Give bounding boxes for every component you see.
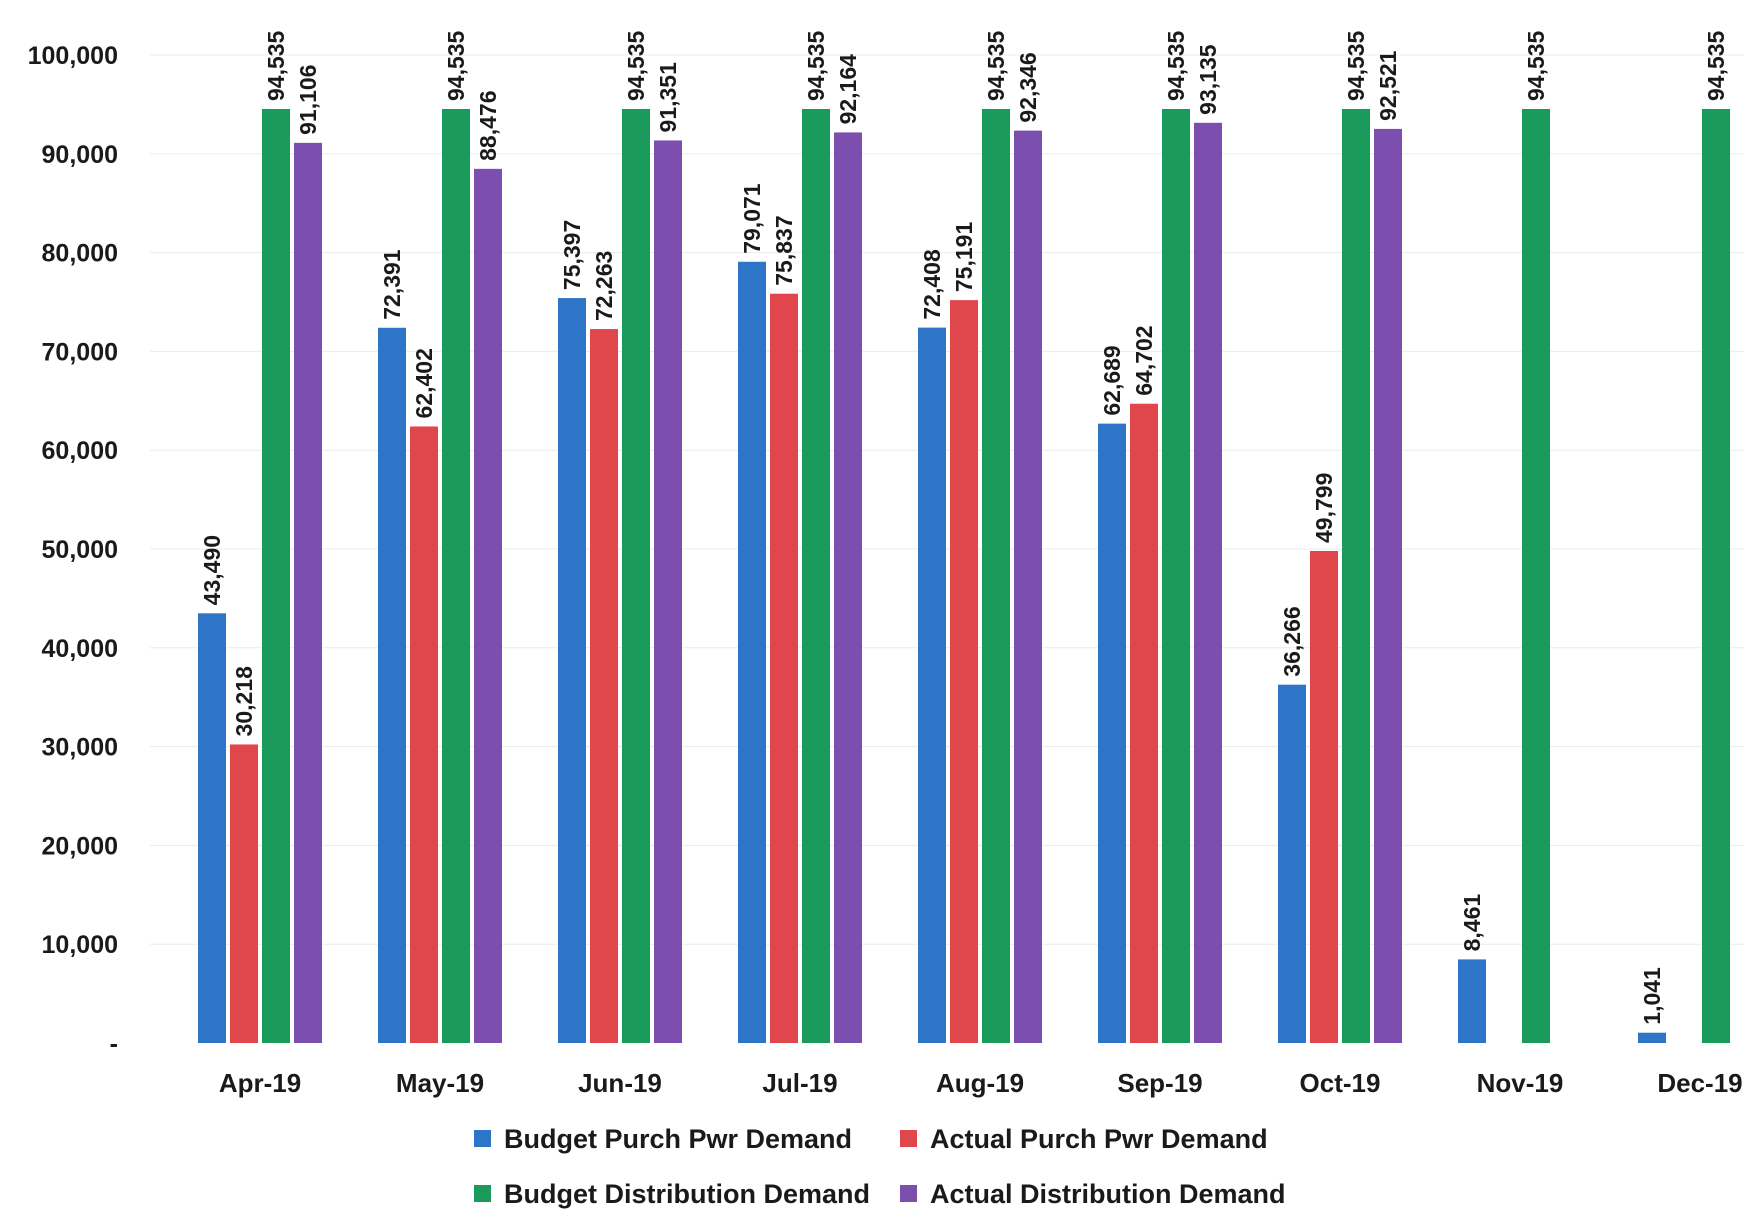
data-label: 1,041 — [1639, 967, 1665, 1025]
data-label: 94,535 — [443, 30, 469, 101]
data-label: 92,521 — [1375, 50, 1401, 121]
bar-actual-distribution-demand-jun-19 — [654, 140, 682, 1043]
data-label: 94,535 — [1523, 30, 1549, 101]
bar-budget-purch-pwr-demand-may-19 — [378, 327, 406, 1043]
data-label: 91,351 — [655, 62, 681, 133]
data-label: 94,535 — [1163, 30, 1189, 101]
bar-actual-purch-pwr-demand-sep-19 — [1130, 403, 1158, 1043]
data-label: 94,535 — [803, 30, 829, 101]
legend-swatch — [474, 1185, 491, 1202]
bar-actual-purch-pwr-demand-apr-19 — [230, 744, 258, 1043]
data-label: 8,461 — [1459, 894, 1485, 952]
legend-label: Budget Distribution Demand — [504, 1179, 870, 1209]
legend-label: Actual Distribution Demand — [930, 1179, 1286, 1209]
bar-actual-distribution-demand-oct-19 — [1374, 128, 1402, 1043]
data-label: 72,408 — [919, 249, 945, 320]
y-tick-label: 70,000 — [42, 338, 118, 366]
x-tick-label: Apr-19 — [219, 1068, 301, 1098]
bar-budget-distribution-demand-nov-19 — [1522, 108, 1550, 1043]
data-label: 91,106 — [295, 65, 321, 135]
legend-swatch — [474, 1130, 491, 1147]
bar-budget-distribution-demand-dec-19 — [1702, 108, 1730, 1043]
bar-budget-purch-pwr-demand-jul-19 — [738, 261, 766, 1043]
bar-actual-distribution-demand-may-19 — [474, 168, 502, 1043]
x-tick-label: Sep-19 — [1117, 1068, 1202, 1098]
y-tick-label: - — [110, 1030, 118, 1058]
y-tick-label: 40,000 — [42, 635, 118, 663]
bar-actual-distribution-demand-apr-19 — [294, 142, 322, 1043]
y-tick-label: 60,000 — [42, 437, 118, 465]
bar-budget-purch-pwr-demand-apr-19 — [198, 613, 226, 1043]
bar-actual-purch-pwr-demand-oct-19 — [1310, 550, 1338, 1043]
bar-actual-distribution-demand-aug-19 — [1014, 130, 1042, 1043]
data-label: 72,391 — [379, 249, 405, 320]
legend-swatch — [900, 1130, 917, 1147]
x-tick-label: Jul-19 — [762, 1068, 837, 1098]
y-tick-label: 50,000 — [42, 536, 118, 564]
x-tick-label: May-19 — [396, 1068, 484, 1098]
y-tick-label: 30,000 — [42, 734, 118, 762]
x-tick-label: Nov-19 — [1477, 1068, 1564, 1098]
data-label: 94,535 — [623, 30, 649, 101]
data-label: 64,702 — [1131, 325, 1157, 395]
data-label: 62,689 — [1099, 345, 1125, 415]
bar-budget-distribution-demand-jul-19 — [802, 108, 830, 1043]
data-label: 75,397 — [559, 220, 585, 290]
data-label: 94,535 — [1703, 30, 1729, 101]
bar-budget-purch-pwr-demand-jun-19 — [558, 298, 586, 1043]
data-label: 93,135 — [1195, 44, 1221, 115]
bar-actual-distribution-demand-jul-19 — [834, 132, 862, 1043]
x-tick-label: Dec-19 — [1657, 1068, 1742, 1098]
y-tick-label: 10,000 — [42, 931, 118, 959]
bar-budget-purch-pwr-demand-oct-19 — [1278, 684, 1306, 1043]
y-tick-label: 80,000 — [42, 240, 118, 268]
data-label: 30,218 — [231, 666, 257, 737]
bar-actual-purch-pwr-demand-jun-19 — [590, 329, 618, 1043]
x-tick-label: Aug-19 — [936, 1068, 1024, 1098]
data-label: 36,266 — [1279, 606, 1305, 676]
data-label: 62,402 — [411, 348, 437, 418]
bar-budget-purch-pwr-demand-dec-19 — [1638, 1032, 1666, 1043]
bar-actual-purch-pwr-demand-aug-19 — [950, 300, 978, 1043]
legend: Budget Purch Pwr Demand Actual Purch Pwr … — [474, 1124, 1286, 1209]
bar-actual-purch-pwr-demand-may-19 — [410, 426, 438, 1043]
x-tick-label: Jun-19 — [578, 1068, 662, 1098]
bar-budget-distribution-demand-jun-19 — [622, 108, 650, 1043]
data-label: 72,263 — [591, 251, 617, 321]
bar-budget-purch-pwr-demand-sep-19 — [1098, 423, 1126, 1043]
data-label: 43,490 — [199, 535, 225, 605]
data-label: 92,346 — [1015, 52, 1041, 122]
y-tick-label: 100,000 — [28, 42, 118, 70]
x-axis-ticks: Apr-19 May-19 Jun-19 Jul-19 Aug-19 Sep-19 Oct-… — [219, 1068, 1743, 1098]
bar-budget-distribution-demand-apr-19 — [262, 108, 290, 1043]
bar-actual-distribution-demand-sep-19 — [1194, 122, 1222, 1044]
data-label: 94,535 — [1343, 30, 1369, 101]
y-tick-label: 90,000 — [42, 141, 118, 169]
legend-swatch — [900, 1185, 917, 1202]
y-tick-label: 20,000 — [42, 832, 118, 860]
bar-budget-distribution-demand-aug-19 — [982, 108, 1010, 1043]
data-label: 94,535 — [263, 30, 289, 101]
bar-budget-purch-pwr-demand-nov-19 — [1458, 959, 1486, 1043]
data-label: 75,837 — [771, 215, 797, 285]
y-axis-ticks: - 10,000 20,000 30,000 40,000 50,000 60,000 70,… — [28, 42, 118, 1058]
bar-budget-distribution-demand-sep-19 — [1162, 108, 1190, 1043]
legend-label: Actual Purch Pwr Demand — [930, 1124, 1268, 1154]
data-label: 94,535 — [983, 30, 1009, 101]
data-label: 92,164 — [835, 54, 861, 125]
bar-budget-distribution-demand-oct-19 — [1342, 108, 1370, 1043]
data-label: 75,191 — [951, 222, 977, 293]
bar-budget-purch-pwr-demand-aug-19 — [918, 327, 946, 1043]
bar-actual-purch-pwr-demand-jul-19 — [770, 293, 798, 1043]
legend-label: Budget Purch Pwr Demand — [504, 1124, 852, 1154]
x-tick-label: Oct-19 — [1300, 1068, 1381, 1098]
bars — [198, 108, 1730, 1044]
data-label: 79,071 — [739, 183, 765, 254]
bar-budget-distribution-demand-may-19 — [442, 108, 470, 1043]
data-label: 88,476 — [475, 90, 501, 160]
data-label: 49,799 — [1311, 473, 1337, 543]
